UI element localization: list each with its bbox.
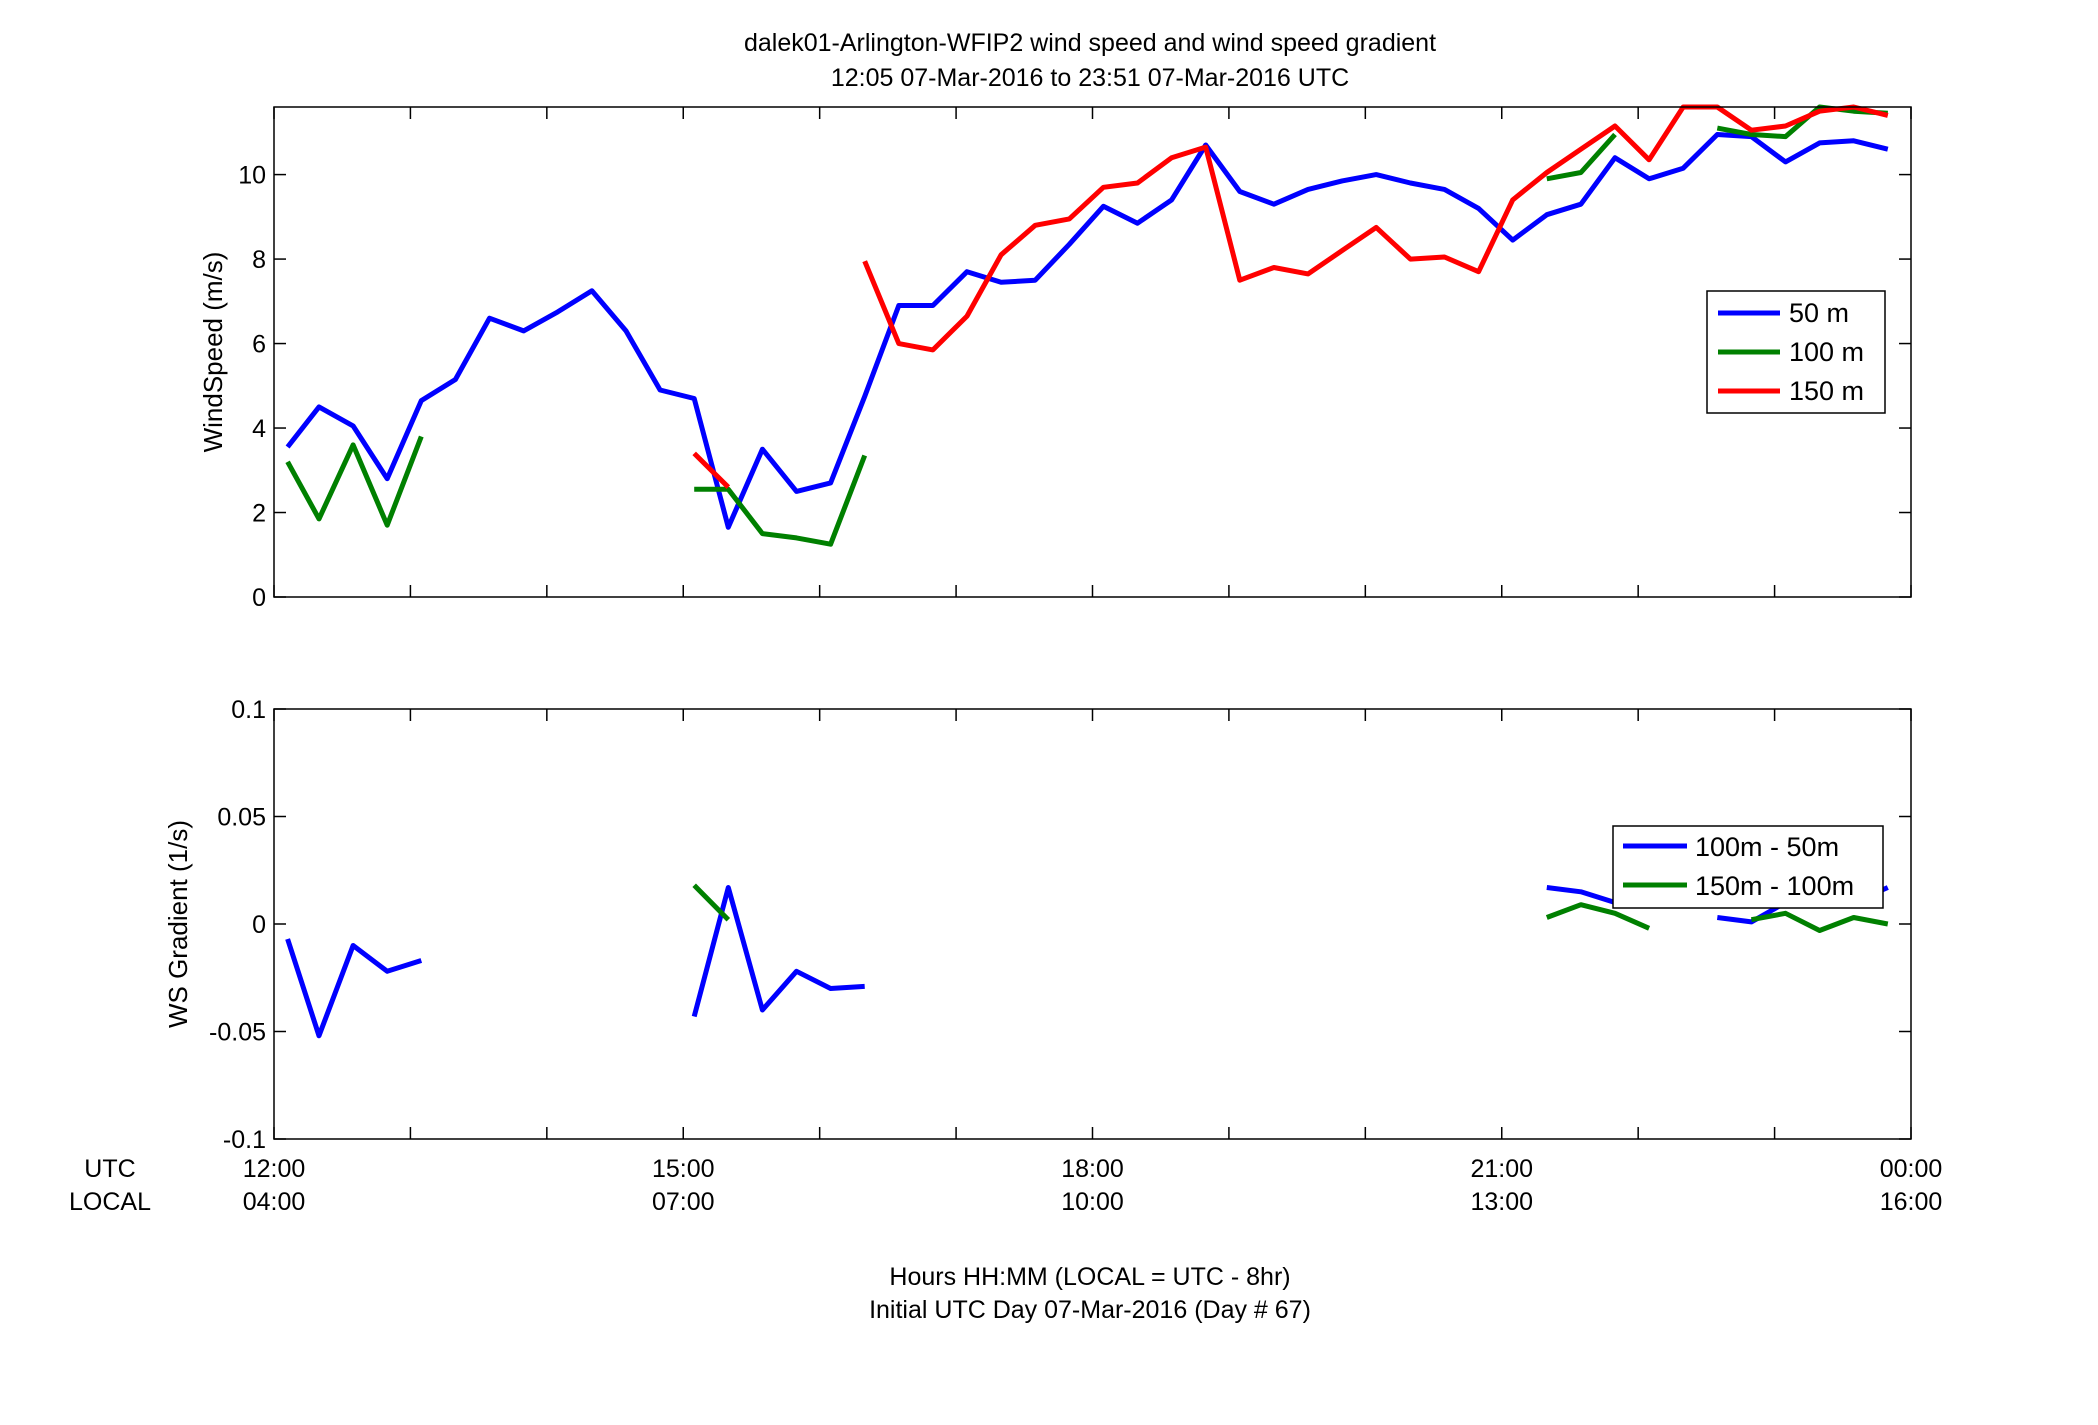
windspeed-ticks: 0 2 4 6 8 10 xyxy=(238,107,1912,612)
series-line-150m-100m xyxy=(692,883,1889,933)
xtick-label-local: 10:00 xyxy=(1061,1188,1124,1216)
series-line-100-m xyxy=(285,104,1888,547)
legend-label-100m: 100 m xyxy=(1789,337,1864,367)
gradient-series xyxy=(285,883,1889,1039)
gradient-ytick-label: 0 xyxy=(252,911,266,939)
chart-title-line1: dalek01-Arlington-WFIP2 wind speed and w… xyxy=(744,29,1436,57)
legend-label-150m-100m: 150m - 100m xyxy=(1695,871,1854,901)
gradient-legend-box xyxy=(1612,825,1884,909)
gradient-ytick-label: 0.05 xyxy=(217,804,266,832)
windspeed-ytick-label: 10 xyxy=(238,162,266,190)
xtick-label-utc: 12:00 xyxy=(243,1155,306,1183)
xaxis-tick-labels: 12:00 04:00 15:00 07:00 18:00 10:00 21:00 13:00… xyxy=(243,1155,1943,1216)
windspeed-axes-box xyxy=(273,106,1912,598)
windspeed-ytick-label: 0 xyxy=(252,584,266,612)
xtick-label-utc: 15:00 xyxy=(652,1155,715,1183)
xaxis-row-label-local: LOCAL xyxy=(69,1188,151,1216)
windspeed-legend: 50 m 100 m 150 m xyxy=(1706,290,1886,414)
legend-label-100m-50m: 100m - 50m xyxy=(1695,832,1839,862)
legend-label-50m: 50 m xyxy=(1789,298,1849,328)
windspeed-ytick-label: 6 xyxy=(252,331,266,359)
gradient-axes-box xyxy=(273,708,1912,1140)
chart-title-line2: 12:05 07-Mar-2016 to 23:51 07-Mar-2016 U… xyxy=(831,64,1349,92)
xtick-label-local: 16:00 xyxy=(1880,1188,1943,1216)
xtick-label-utc: 21:00 xyxy=(1470,1155,1533,1183)
xtick-label-local: 13:00 xyxy=(1470,1188,1533,1216)
windspeed-ytick-label: 2 xyxy=(252,500,266,528)
series-line-100m-50m xyxy=(285,885,1889,1039)
gradient-ytick-label: 0.1 xyxy=(231,696,266,724)
xtick-label-local: 07:00 xyxy=(652,1188,715,1216)
gradient-ylabel: WS Gradient (1/s) xyxy=(163,820,193,1028)
legend-label-150m: 150 m xyxy=(1789,376,1864,406)
gradient-ytick-label: -0.1 xyxy=(223,1126,266,1154)
xtick-label-utc: 18:00 xyxy=(1061,1155,1124,1183)
windspeed-ylabel: WindSpeed (m/s) xyxy=(198,252,228,453)
gradient-legend: 100m - 50m 150m - 100m xyxy=(1612,825,1884,909)
windspeed-ytick-label: 8 xyxy=(252,246,266,274)
windspeed-panel: 0 2 4 6 8 10 WindSpeed (m/s) 50 m 100 m 150 m xyxy=(198,104,1912,612)
gradient-panel: -0.1 -0.05 0 0.05 0.1 WS Gradient (1/s) 100m… xyxy=(163,696,1912,1154)
xaxis-label-line1: Hours HH:MM (LOCAL = UTC - 8hr) xyxy=(889,1263,1290,1291)
xtick-label-utc: 00:00 xyxy=(1880,1155,1943,1183)
windspeed-ytick-label: 4 xyxy=(252,415,266,443)
gradient-ytick-label: -0.05 xyxy=(209,1019,266,1047)
windspeed-series xyxy=(285,104,1889,547)
xaxis-label-line2: Initial UTC Day 07-Mar-2016 (Day # 67) xyxy=(869,1296,1311,1324)
series-line-50-m xyxy=(285,132,1889,530)
xaxis-row-label-utc: UTC xyxy=(84,1155,135,1183)
gradient-ticks: -0.1 -0.05 0 0.05 0.1 xyxy=(209,696,1912,1154)
xtick-label-local: 04:00 xyxy=(243,1188,306,1216)
